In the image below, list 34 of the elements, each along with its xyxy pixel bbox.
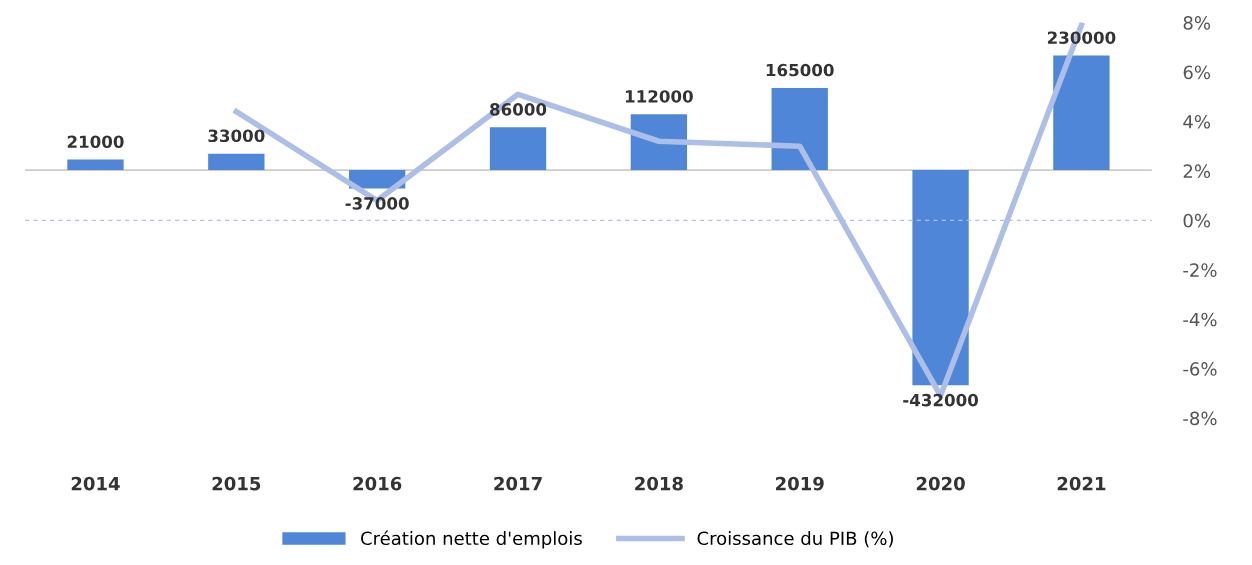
data-label: -432000	[903, 393, 979, 407]
x-tick-label: 2017	[494, 476, 542, 491]
y2-tick-label: 4%	[1183, 114, 1211, 129]
y2-tick-label: -4%	[1183, 312, 1217, 327]
data-label: 33000	[208, 129, 265, 143]
y2-tick-label: 6%	[1183, 65, 1211, 80]
data-label: 112000	[625, 90, 693, 103]
legend-label: Croissance du PIB (%)	[697, 531, 893, 548]
x-tick-label: 2016	[353, 476, 402, 491]
data-label: 21000	[67, 135, 124, 149]
bar	[208, 153, 265, 171]
y2-tick-label: -8%	[1183, 411, 1217, 426]
y2-tick-label: 0%	[1183, 213, 1211, 228]
bar	[489, 127, 547, 171]
x-tick-label: 2015	[212, 476, 261, 491]
bar	[1053, 55, 1110, 171]
y2-tick-label: -6%	[1183, 362, 1217, 376]
y2-tick-label: 2%	[1183, 164, 1211, 179]
y2-tick-label: -2%	[1183, 263, 1217, 277]
bar	[67, 159, 124, 171]
data-label: 230000	[1047, 31, 1116, 44]
x-tick-label: 2014	[71, 476, 120, 491]
legend-label: Création nette d'emplois	[361, 530, 582, 549]
bar	[771, 87, 828, 171]
bar	[912, 170, 969, 386]
bar	[630, 114, 688, 171]
x-tick-label: 2021	[1057, 476, 1106, 491]
y2-tick-label: 8%	[1183, 16, 1211, 30]
data-label: -37000	[345, 197, 409, 210]
x-tick-label: 2018	[635, 476, 683, 491]
x-tick-label: 2020	[916, 476, 965, 491]
x-tick-label: 2019	[776, 476, 824, 491]
data-label: 86000	[490, 103, 547, 116]
data-label: 165000	[766, 63, 834, 77]
